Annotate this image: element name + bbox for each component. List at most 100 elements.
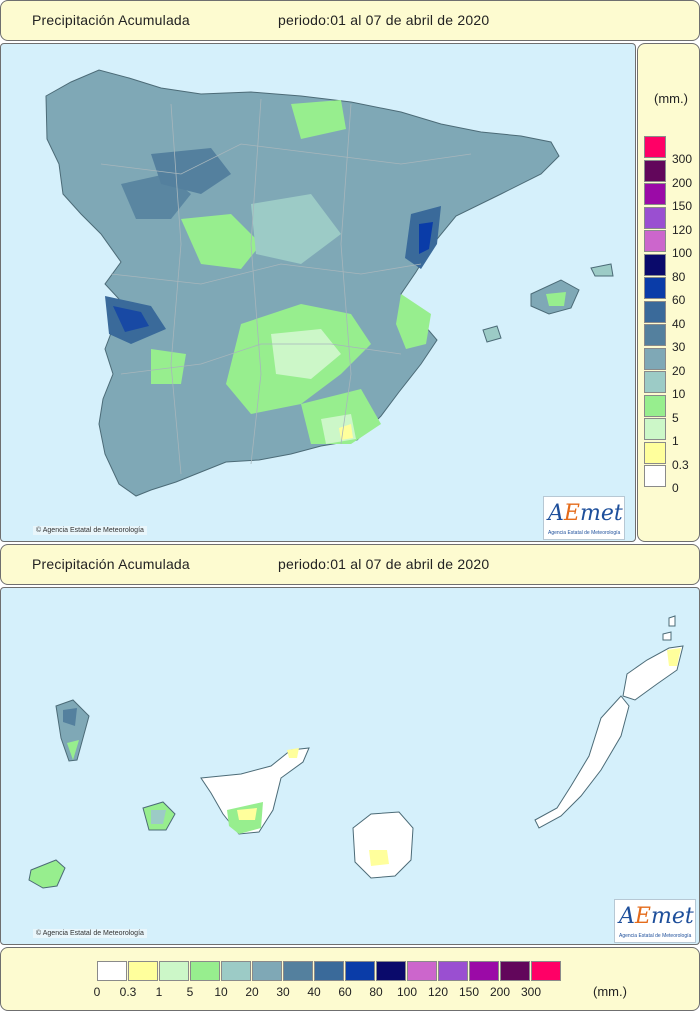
legend-units-vertical: (mm.): [654, 91, 688, 106]
legend-swatch-v-11: [644, 206, 666, 229]
legend-label-v-7: 40: [672, 316, 686, 331]
canary-map-svg: [28, 615, 684, 889]
legend-swatch-v-14: [644, 136, 666, 158]
gran-canaria: [352, 811, 414, 879]
legend-swatch-v-4: [644, 371, 666, 393]
legend-swatch-h-12: [469, 961, 499, 981]
copyright-label-top: Agencia Estatal de Meteorología: [42, 527, 144, 534]
north-green-2: [251, 194, 341, 264]
legend-swatch-h-7: [314, 961, 344, 981]
legend-label-v-13: 200: [672, 175, 693, 190]
legend-label-v-14: 300: [672, 152, 693, 166]
legend-label-h-8: 60: [338, 985, 352, 999]
aemet-logo-top: AEmet Agencia Estatal de Meteorología: [543, 496, 625, 540]
legend-label-v-9: 80: [672, 269, 686, 284]
legend-swatch-v-10: [644, 230, 666, 252]
legend-swatch-v-0: [644, 465, 666, 487]
top-header-panel: Precipitación Acumulada periodo:01 al 07…: [0, 0, 700, 41]
legend-label-v-5: 20: [672, 363, 686, 378]
ne-green: [291, 100, 346, 139]
lanzarote-yellow: [667, 648, 681, 666]
central-lightgreen: [271, 329, 341, 379]
la-gomera-inner: [151, 810, 166, 824]
legend-label-h-9: 80: [369, 985, 383, 999]
legend-swatch-h-0: [97, 961, 127, 981]
la-palma-core: [63, 708, 77, 726]
legend-swatch-h-5: [252, 961, 282, 981]
legend-label-v-8: 60: [672, 293, 686, 307]
legend-swatch-h-2: [159, 961, 189, 981]
bottom-header-title: Precipitación Acumulada: [32, 556, 190, 572]
ibiza: [482, 325, 502, 343]
bottom-header-panel: Precipitación Acumulada periodo:01 al 07…: [0, 544, 700, 585]
legend-label-v-1: 0.3: [672, 457, 689, 472]
legend-label-h-10: 100: [396, 985, 418, 999]
copyright-icon-bottom: ©: [36, 930, 42, 937]
la-palma-green: [67, 740, 79, 760]
legend-swatch-v-13: [644, 159, 666, 182]
legend-label-v-0: 0: [672, 481, 679, 495]
legend-swatch-v-7: [644, 300, 666, 323]
legend-swatch-h-10: [407, 961, 437, 981]
peninsula-map-svg: [45, 69, 614, 497]
copyright-text-top: © Agencia Estatal de Meteorología: [33, 526, 147, 535]
legend-swatch-v-5: [644, 347, 666, 370]
legend-label-h-4: 10: [214, 985, 228, 999]
legend-swatch-v-1: [644, 441, 666, 464]
lanzarote: [622, 645, 684, 701]
legend-label-h-6: 30: [276, 985, 290, 999]
legend-label-v-4: 10: [672, 387, 686, 401]
legend-label-v-11: 120: [672, 222, 693, 237]
legend-label-h-2: 1: [155, 985, 163, 999]
legend-label-v-10: 100: [672, 246, 693, 260]
legend-label-v-12: 150: [672, 199, 693, 213]
islet-2: [662, 631, 672, 641]
legend-label-v-6: 30: [672, 340, 686, 354]
copyright-icon-top: ©: [36, 527, 42, 534]
copyright-label-bottom: Agencia Estatal de Meteorología: [42, 930, 144, 937]
fuerteventura: [534, 695, 630, 829]
mallorca-green: [546, 292, 566, 306]
menorca: [590, 263, 614, 277]
islet-1: [668, 615, 676, 627]
legend-units-horizontal: (mm.): [593, 984, 627, 999]
legend-label-h-12: 150: [458, 985, 480, 999]
w-core: [113, 306, 149, 332]
province-borders: [100, 98, 472, 475]
legend-swatch-h-4: [221, 961, 251, 981]
tenerife-yellow-2: [237, 808, 257, 820]
north-dark: [151, 148, 231, 194]
legend-swatch-v-8: [644, 277, 666, 299]
top-header-title: Precipitación Acumulada: [32, 12, 190, 28]
legend-label-h-7: 40: [307, 985, 321, 999]
legend-swatch-v-12: [644, 183, 666, 205]
bottom-header-period: periodo:01 al 07 de abril de 2020: [278, 556, 490, 572]
legend-swatch-v-9: [644, 253, 666, 276]
peninsula-map: © Agencia Estatal de Meteorología AEmet …: [0, 43, 636, 542]
legend-swatch-h-6: [283, 961, 313, 981]
legend-swatch-h-11: [438, 961, 468, 981]
legend-label-h-3: 5: [186, 985, 194, 999]
legend-label-h-1: 0.3: [119, 985, 137, 999]
legend-label-h-5: 20: [245, 985, 259, 999]
legend-label-h-0: 0: [93, 985, 101, 999]
legend-label-h-14: 300: [520, 985, 542, 999]
legend-swatch-h-3: [190, 961, 220, 981]
tenerife-yellow: [287, 748, 299, 758]
copyright-text-bottom: © Agencia Estatal de Meteorología: [33, 929, 147, 938]
aemet-logo-bottom: AEmet Agencia Estatal de Meteorología: [614, 899, 696, 943]
legend-swatch-h-14: [531, 961, 561, 981]
canary-map: © Agencia Estatal de Meteorología AEmet …: [0, 587, 700, 945]
legend-label-h-13: 200: [489, 985, 511, 999]
west-green: [151, 349, 186, 384]
el-hierro: [28, 859, 66, 889]
east-green: [396, 294, 431, 349]
legend-swatch-h-1: [128, 961, 158, 981]
legend-label-v-3: 5: [672, 410, 679, 425]
legend-swatch-h-13: [500, 961, 530, 981]
legend-swatch-h-8: [345, 961, 375, 981]
legend-swatch-v-6: [644, 324, 666, 346]
legend-label-v-2: 1: [672, 434, 679, 448]
legend-swatch-v-2: [644, 418, 666, 440]
ne-core: [419, 222, 433, 254]
